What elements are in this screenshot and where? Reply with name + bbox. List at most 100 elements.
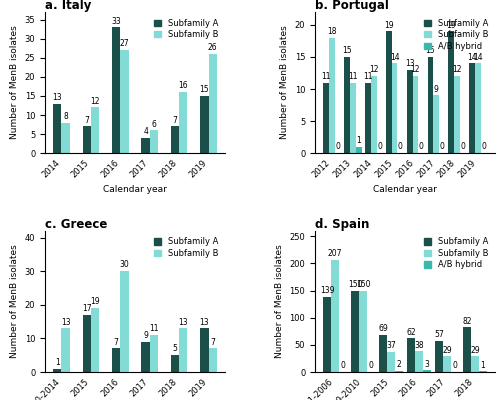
X-axis label: Calendar year: Calendar year	[373, 185, 437, 194]
Text: 19: 19	[446, 20, 456, 30]
Text: 150: 150	[348, 280, 362, 289]
Text: 11: 11	[363, 72, 372, 81]
Text: 0: 0	[340, 361, 345, 370]
Bar	[142, 342, 150, 372]
Bar	[415, 351, 423, 372]
Text: 14: 14	[473, 53, 483, 62]
Bar	[470, 63, 475, 153]
Text: 18: 18	[327, 27, 336, 36]
Text: 15: 15	[200, 85, 209, 94]
Bar	[120, 271, 128, 372]
Bar	[359, 290, 367, 372]
Text: 14: 14	[468, 53, 477, 62]
Text: 2: 2	[396, 360, 401, 369]
Text: 15: 15	[426, 46, 436, 55]
Text: 26: 26	[208, 43, 218, 52]
Bar	[208, 348, 217, 372]
Text: 14: 14	[390, 53, 400, 62]
Text: 150: 150	[356, 280, 370, 289]
X-axis label: Calendar year: Calendar year	[103, 185, 167, 194]
Bar	[331, 260, 339, 372]
Bar	[179, 92, 188, 153]
Text: 13: 13	[178, 318, 188, 327]
Text: 0: 0	[452, 361, 458, 370]
Text: b. Portugal: b. Portugal	[315, 0, 389, 12]
Bar	[323, 82, 329, 153]
Bar	[448, 31, 454, 153]
Bar	[351, 290, 359, 372]
Text: 0: 0	[398, 142, 403, 152]
Legend: Subfamily A, Subfamily B: Subfamily A, Subfamily B	[151, 235, 221, 260]
Text: 82: 82	[462, 317, 472, 326]
Bar	[200, 96, 208, 153]
Bar	[112, 27, 120, 153]
Text: 7: 7	[172, 116, 178, 125]
Bar	[344, 57, 350, 153]
Bar	[53, 369, 62, 372]
Bar	[179, 328, 188, 372]
Bar	[329, 38, 335, 153]
Text: 29: 29	[442, 346, 452, 354]
Bar	[464, 328, 471, 372]
Text: 0: 0	[460, 142, 466, 152]
Text: 9: 9	[143, 331, 148, 340]
Text: 11: 11	[149, 324, 158, 333]
Bar	[436, 341, 443, 372]
Bar	[208, 54, 217, 153]
Text: 8: 8	[63, 112, 68, 121]
Legend: Subfamily A, Subfamily B, A/B hybrid: Subfamily A, Subfamily B, A/B hybrid	[421, 235, 491, 272]
Bar	[379, 334, 387, 372]
Text: 33: 33	[112, 16, 121, 26]
Y-axis label: Number of MenB isolates: Number of MenB isolates	[280, 26, 289, 140]
Bar	[142, 138, 150, 153]
Text: 15: 15	[342, 46, 352, 55]
Text: d. Spain: d. Spain	[315, 218, 370, 231]
Bar	[454, 76, 460, 153]
Text: 17: 17	[82, 304, 92, 313]
Bar	[434, 96, 439, 153]
Text: 0: 0	[377, 142, 382, 152]
Bar	[387, 352, 395, 372]
Bar	[365, 82, 371, 153]
Text: 0: 0	[368, 361, 374, 370]
Bar	[371, 76, 376, 153]
Text: 7: 7	[210, 338, 215, 347]
Bar	[53, 104, 62, 153]
Text: 0: 0	[419, 142, 424, 152]
Text: 37: 37	[386, 341, 396, 350]
Bar	[356, 147, 362, 153]
Text: 13: 13	[52, 93, 62, 102]
Bar	[350, 82, 356, 153]
Text: 1: 1	[480, 361, 486, 370]
Text: 13: 13	[60, 318, 70, 327]
Bar	[443, 356, 451, 372]
Text: 9: 9	[434, 85, 438, 94]
Text: 1: 1	[55, 358, 60, 367]
Text: 0: 0	[336, 142, 340, 152]
Text: 207: 207	[328, 249, 342, 258]
Bar	[423, 370, 431, 372]
Text: 12: 12	[90, 97, 100, 106]
Bar	[82, 315, 91, 372]
Text: 13: 13	[405, 59, 414, 68]
Bar	[412, 76, 418, 153]
Y-axis label: Number of MenB isolates: Number of MenB isolates	[10, 244, 19, 358]
Text: 19: 19	[384, 20, 394, 30]
Text: 4: 4	[143, 127, 148, 136]
Text: 0: 0	[440, 142, 444, 152]
Bar	[475, 63, 481, 153]
Text: 29: 29	[470, 346, 480, 354]
Bar	[428, 57, 434, 153]
Text: a. Italy: a. Italy	[45, 0, 92, 12]
Text: 11: 11	[348, 72, 358, 81]
Legend: Subfamily A, Subfamily B: Subfamily A, Subfamily B	[151, 16, 221, 42]
Text: 16: 16	[178, 82, 188, 90]
Text: 38: 38	[414, 341, 424, 350]
Bar	[200, 328, 208, 372]
Bar	[171, 355, 179, 372]
Text: 30: 30	[120, 260, 130, 270]
Bar	[386, 31, 392, 153]
Bar	[471, 356, 479, 372]
Y-axis label: Number of MenB isolates: Number of MenB isolates	[275, 244, 284, 358]
Bar	[112, 348, 120, 372]
